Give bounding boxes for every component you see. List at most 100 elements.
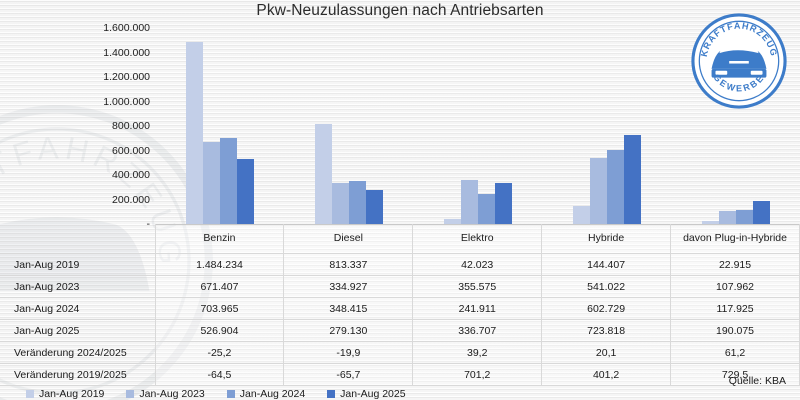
bar <box>494 182 512 224</box>
table-cell: 526.904 <box>154 319 285 342</box>
table-cell: 723.818 <box>541 319 672 342</box>
y-tick-label: 400.000 <box>112 169 150 181</box>
y-tick-label: 1.400.000 <box>103 46 150 59</box>
table-cell: 190.075 <box>670 319 800 342</box>
y-tick-label: 1.200.000 <box>103 71 150 83</box>
kraftfahrzeug-gewerbe-logo: KRAFTFAHRZEUG GEWERBE <box>690 12 788 110</box>
y-tick-label: - <box>146 218 151 230</box>
table-cell: 355.575 <box>412 275 543 298</box>
table-cell: -19,9 <box>283 341 414 364</box>
table-row: Veränderung 2019/2025 -64,5 -65,7 701,2 401,… <box>0 363 800 386</box>
table-cell: 701,2 <box>412 363 543 386</box>
table-body: Jan-Aug 2019 1.484.234 813.337 42.023 144.40… <box>0 253 800 386</box>
legend-item[interactable]: Jan-Aug 2019 <box>26 388 104 400</box>
table-cell: 334.927 <box>283 275 414 298</box>
legend-label: Jan-Aug 2025 <box>340 388 406 400</box>
table-row-label: Veränderung 2024/2025 <box>0 341 156 364</box>
table-column-header: davon Plug-in-Hybride <box>670 224 800 254</box>
table-row-label: Jan-Aug 2024 <box>0 297 156 320</box>
bar <box>460 180 478 224</box>
bar <box>718 210 736 224</box>
table-cell: 241.911 <box>412 297 543 320</box>
bar <box>735 209 753 224</box>
legend-swatch <box>327 390 336 398</box>
table-column-header: Hybride <box>541 224 672 254</box>
table-cell: 348.415 <box>283 297 414 320</box>
bar <box>443 218 461 224</box>
table-cell: 729,5 <box>670 363 800 386</box>
table-cell: 703.965 <box>154 297 285 320</box>
table-row: Jan-Aug 2024 703.965 348.415 241.911 602.729… <box>0 297 800 320</box>
y-tick-label: 800.000 <box>112 120 150 132</box>
table-row-label: Jan-Aug 2019 <box>0 253 156 276</box>
table-row-label: Jan-Aug 2025 <box>0 319 156 342</box>
bar <box>314 124 332 224</box>
legend-item[interactable]: Jan-Aug 2025 <box>327 388 406 400</box>
table-cell: 602.729 <box>541 297 672 320</box>
bar <box>236 159 254 224</box>
table-column-header: Benzin <box>154 224 285 254</box>
bar <box>219 137 237 224</box>
table-cell: -65,7 <box>283 363 414 386</box>
table-cell: -25,2 <box>154 341 285 364</box>
y-tick-label: 1.600.000 <box>103 22 150 34</box>
bar-group <box>413 28 542 224</box>
table-row-label: Jan-Aug 2023 <box>0 275 156 298</box>
bar <box>623 135 641 224</box>
page-title: Pkw-Neuzulassungen nach Antriebsarten <box>256 2 544 19</box>
table-row-label: Veränderung 2019/2025 <box>0 363 156 386</box>
legend-label: Jan-Aug 2019 <box>39 388 105 400</box>
source-note: Quelle: KBA <box>728 375 786 387</box>
table-cell: 541.022 <box>541 275 672 298</box>
bar-groups <box>155 28 800 224</box>
bar <box>572 206 590 224</box>
table-cell: 22.915 <box>670 253 800 276</box>
table-row: Jan-Aug 2025 526.904 279.130 336.707 723.818… <box>0 319 800 342</box>
bar <box>185 42 203 224</box>
bar <box>752 200 770 224</box>
table-column-header: Diesel <box>283 224 414 254</box>
table-cell: 144.407 <box>541 253 672 276</box>
legend-item[interactable]: Jan-Aug 2023 <box>126 388 205 400</box>
y-tick-label: 1.000.000 <box>103 95 150 108</box>
y-tick-label: 600.000 <box>112 144 150 157</box>
legend-swatch <box>26 390 34 398</box>
table-column-header: Elektro <box>412 224 543 254</box>
bar-group <box>671 28 800 224</box>
table-cell: 42.023 <box>412 253 543 276</box>
table-cell: 61,2 <box>670 341 800 364</box>
bar <box>202 141 220 224</box>
table-cell: 336.707 <box>412 319 543 342</box>
table-cell: 107.962 <box>670 275 800 298</box>
legend-item[interactable]: Jan-Aug 2024 <box>226 388 306 400</box>
table-row: Jan-Aug 2023 671.407 334.927 355.575 541.022… <box>0 275 800 298</box>
table-header-row: Benzin Diesel Elektro Hybride davon Plug-in-… <box>0 224 800 254</box>
bar <box>606 150 624 224</box>
y-tick-label: 200.000 <box>112 193 150 206</box>
legend-swatch <box>126 390 135 398</box>
table-cell: 401,2 <box>541 363 672 386</box>
bar <box>589 157 607 224</box>
bar <box>365 189 383 224</box>
bar <box>331 182 349 224</box>
bar-chart-plot-area <box>155 28 800 224</box>
table-corner-cell <box>0 224 156 254</box>
bar <box>348 181 366 224</box>
table-row: Jan-Aug 2019 1.484.234 813.337 42.023 144.40… <box>0 253 800 276</box>
table-cell: 20,1 <box>541 341 672 364</box>
bar <box>701 221 719 224</box>
bar-group <box>542 28 671 224</box>
table-cell: 39,2 <box>412 341 543 364</box>
table-cell: 813.337 <box>283 253 414 276</box>
legend-label: Jan-Aug 2024 <box>239 388 306 400</box>
chart-legend: Jan-Aug 2019 Jan-Aug 2023 Jan-Aug 2024 Jan-… <box>26 388 406 400</box>
legend-swatch <box>226 390 235 398</box>
table-cell: 671.407 <box>154 275 285 298</box>
car-icon <box>711 45 767 78</box>
bar <box>477 194 495 224</box>
table-cell: 1.484.234 <box>154 253 285 276</box>
y-axis-tick-labels: 1.600.000 1.400.000 1.200.000 1.000.000 800.… <box>40 22 150 230</box>
bar-group <box>284 28 413 224</box>
table-cell: 117.925 <box>670 297 800 320</box>
